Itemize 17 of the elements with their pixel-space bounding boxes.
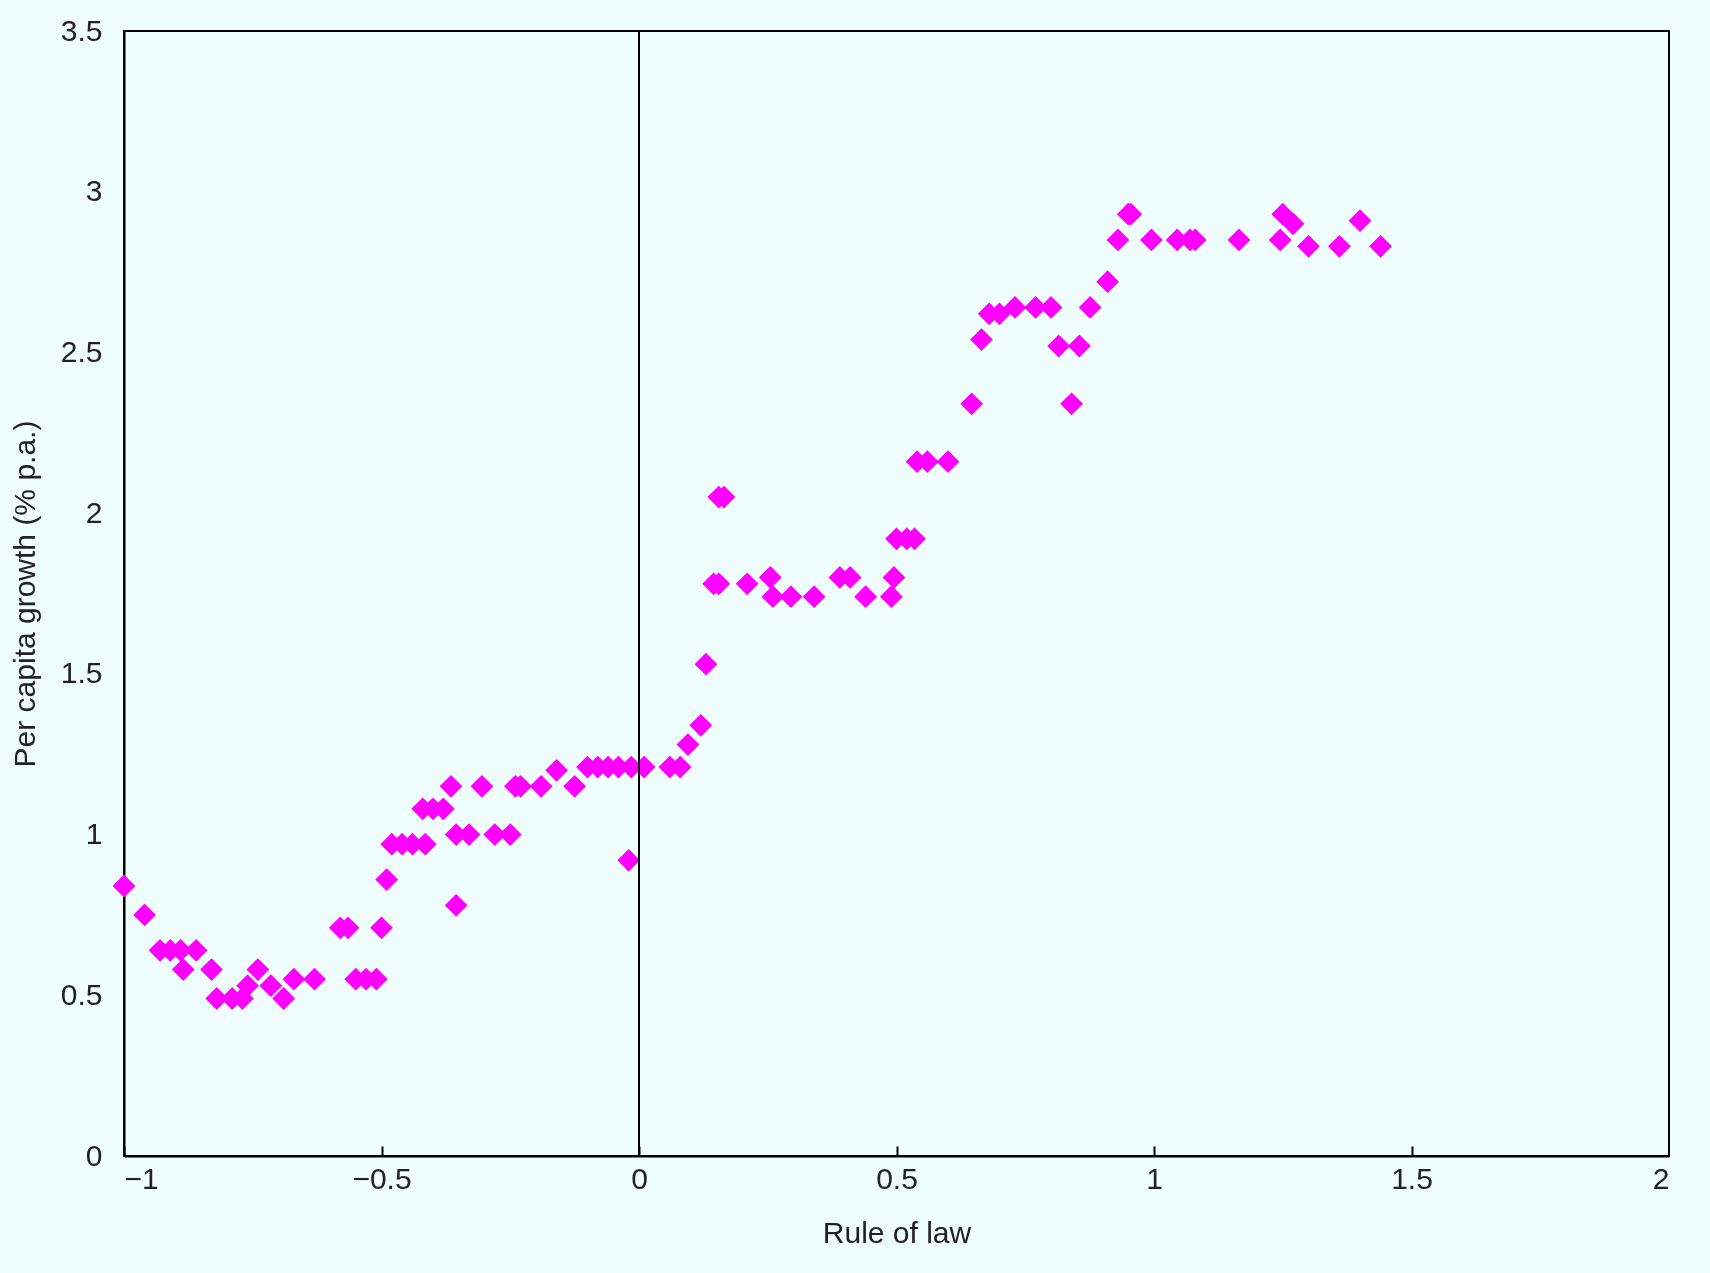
y-tick-label: 2 bbox=[85, 495, 103, 529]
x-tick-label: 1.5 bbox=[1391, 1161, 1433, 1195]
x-tick-label: 0.5 bbox=[876, 1161, 918, 1195]
x-tick-label: −0.5 bbox=[352, 1161, 412, 1195]
x-tick-label: 1 bbox=[1146, 1161, 1163, 1195]
x-tick-label: −1 bbox=[124, 1161, 159, 1195]
y-tick-label: 3.5 bbox=[60, 13, 103, 47]
y-tick-label: 0 bbox=[85, 1138, 103, 1172]
y-tick-label: 3 bbox=[85, 174, 103, 208]
y-tick-label: 1 bbox=[85, 817, 103, 851]
x-tick-label: 0 bbox=[631, 1161, 648, 1195]
x-axis-title: Rule of law bbox=[822, 1215, 972, 1249]
y-tick-label: 0.5 bbox=[60, 977, 103, 1011]
y-tick-label: 1.5 bbox=[60, 656, 103, 690]
y-tick-label: 2.5 bbox=[60, 334, 103, 368]
y-axis-title: Per capita growth (% p.a.) bbox=[7, 420, 41, 768]
x-tick-label: 2 bbox=[1652, 1161, 1670, 1195]
